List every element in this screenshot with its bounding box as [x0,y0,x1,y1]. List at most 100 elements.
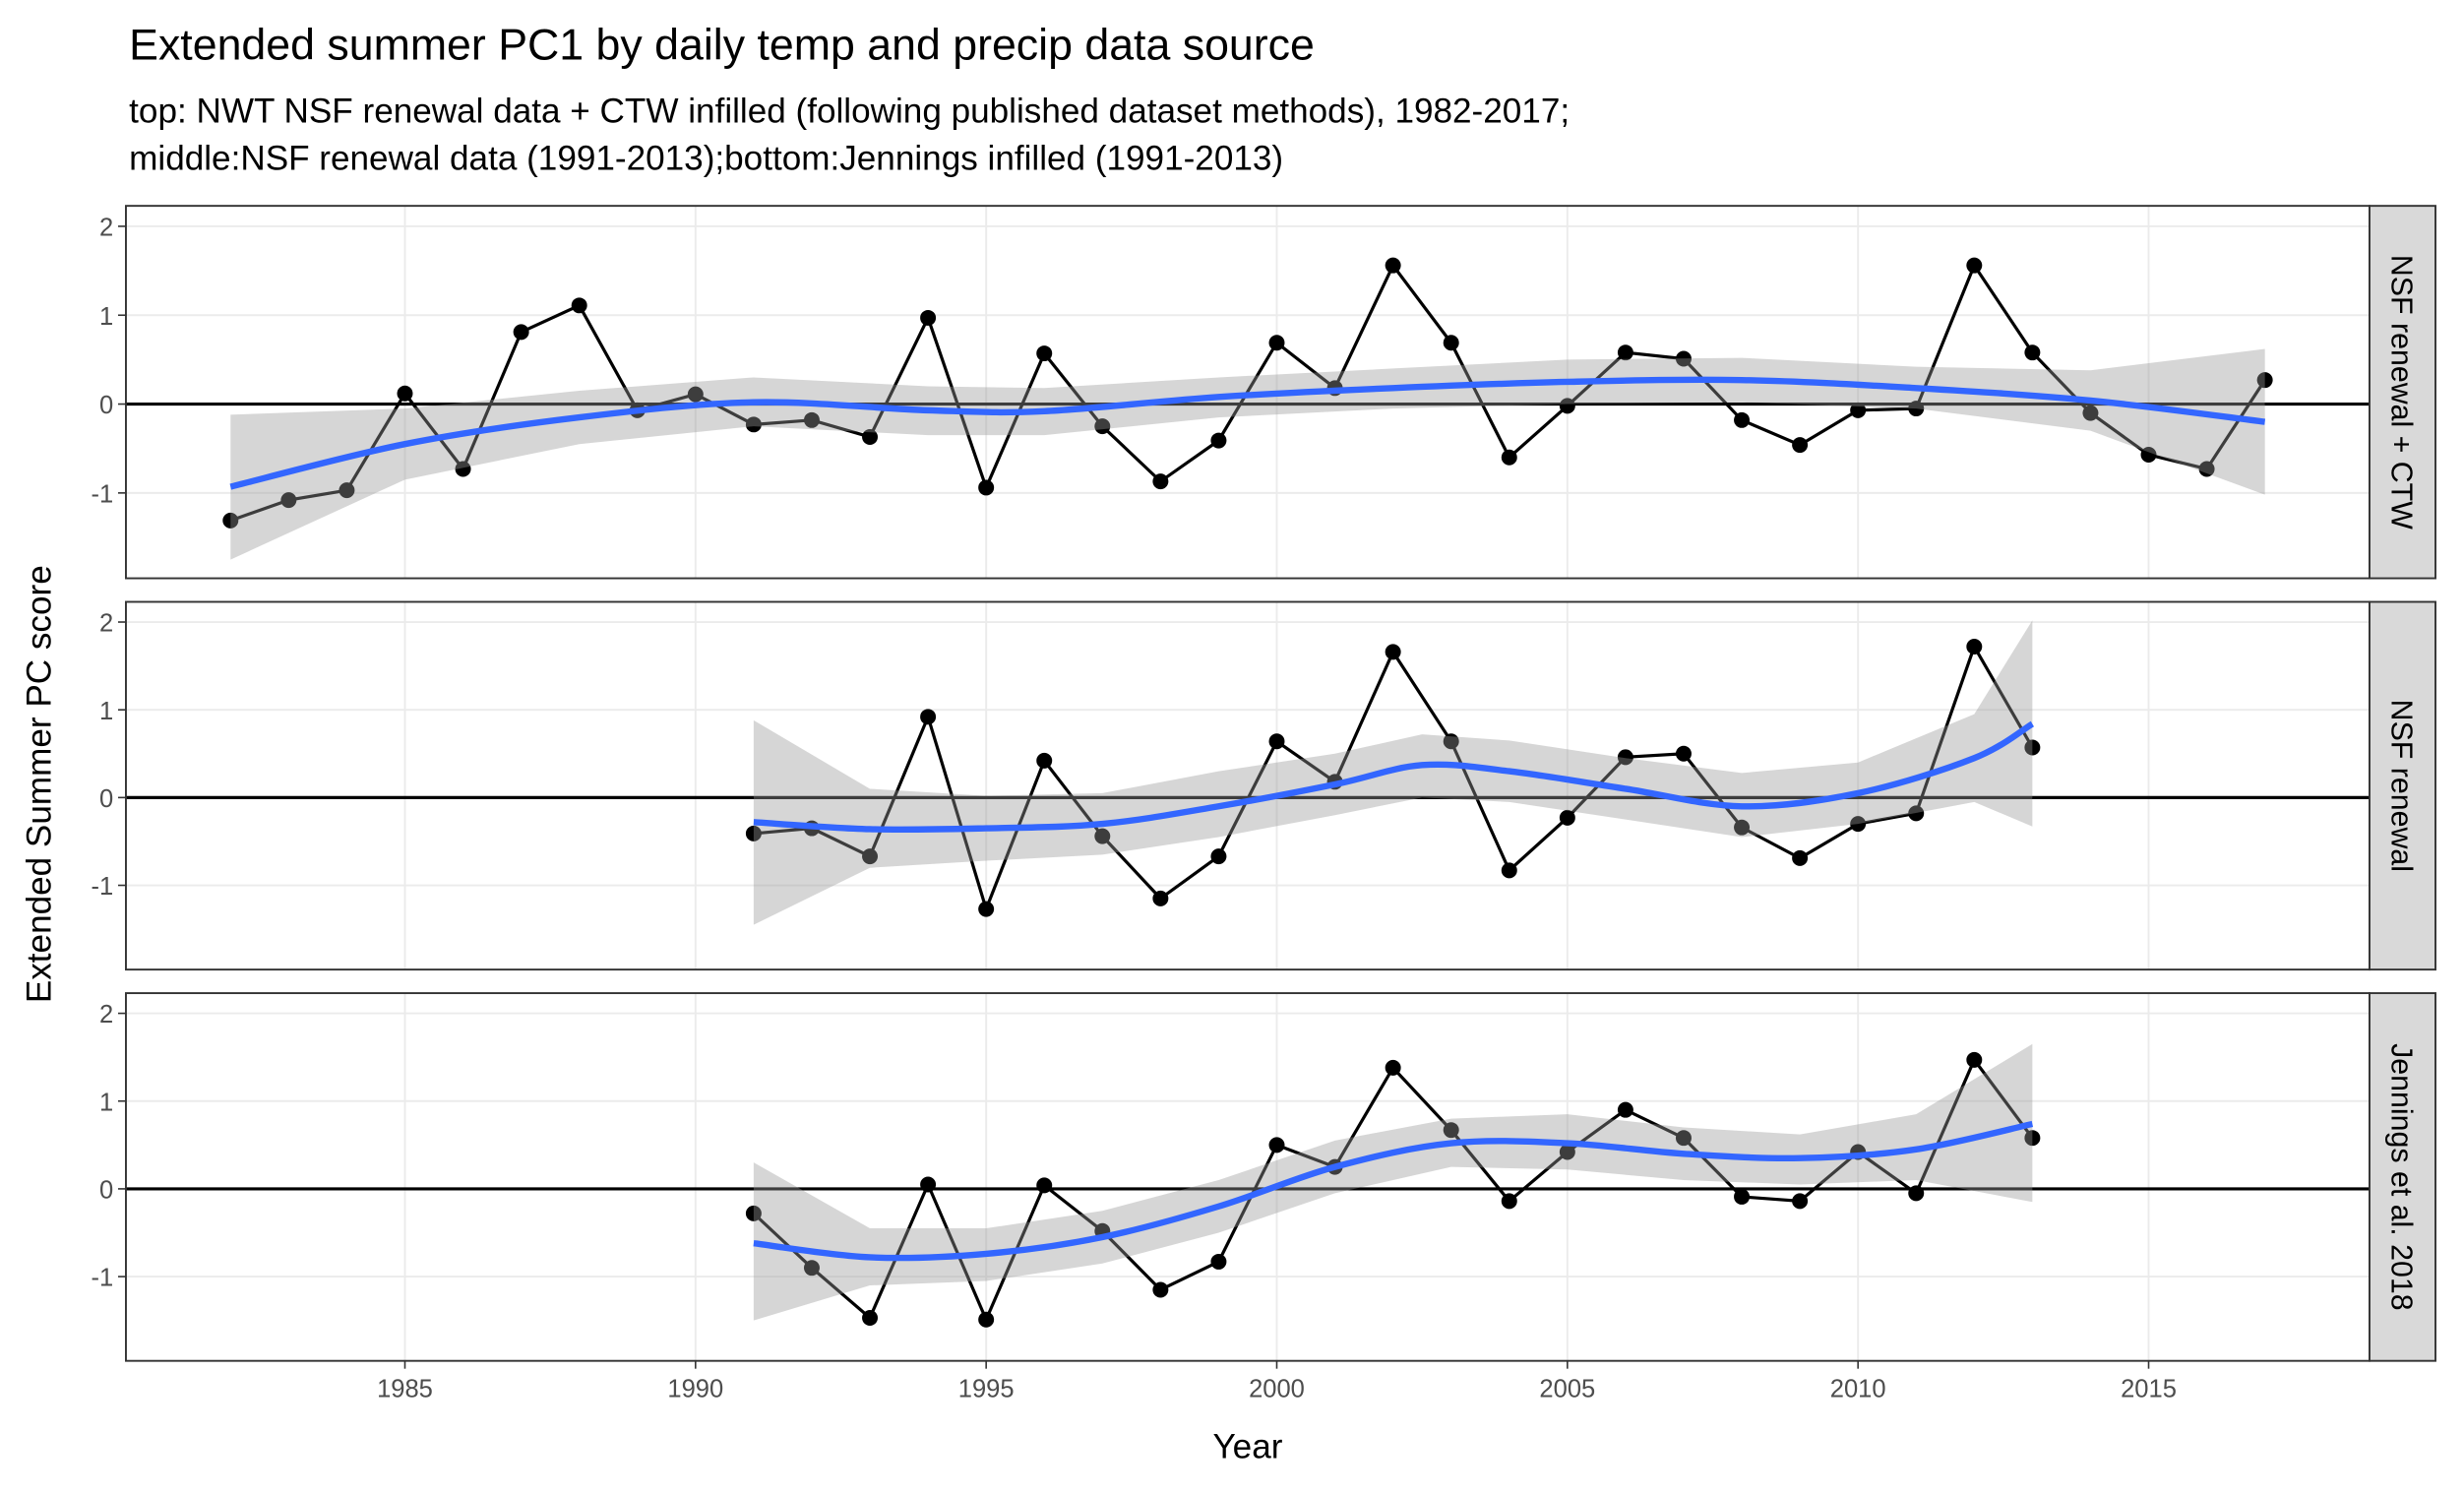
data-point [803,1260,820,1277]
smooth-line [753,720,2035,834]
panel-background [125,601,2370,970]
data-line [229,262,2266,523]
facet-label: Jennings et al. 2018 [2384,1043,2417,1310]
data-point [978,479,995,496]
data-point [1675,745,1692,762]
data-point [1908,401,1925,417]
y-tick-label: 1 [99,303,113,331]
data-point [2082,405,2099,421]
y-axis-title: Extended Summer PC score [20,565,58,1003]
x-tick-label: 1995 [958,1375,1015,1402]
x-tick-label: 2000 [1249,1375,1305,1402]
data-point [1792,437,1809,454]
data-point [339,482,355,499]
data-point [1617,344,1633,361]
smooth-line [753,1120,2034,1262]
facet-strip [2369,992,2436,1362]
y-tick-label: 1 [99,698,113,725]
data-point [1152,1281,1169,1298]
data-point [1908,1185,1925,1202]
data-point [1617,1101,1633,1118]
data-point [2256,372,2273,389]
data-point [1850,816,1867,833]
x-axis-title: Year [1212,1428,1282,1466]
data-point [1152,890,1169,906]
data-point [2024,739,2041,756]
data-point [1443,335,1459,351]
data-point [1210,848,1227,865]
y-tick-label: 2 [99,1001,113,1028]
data-point [1559,1144,1575,1160]
data-point [1559,398,1575,414]
panel: -1 0 1 2 NSF renewal + CTW [91,205,2436,580]
data-point [745,825,762,842]
facet-label: NSF renewal [2384,700,2417,872]
x-tick-label: 2010 [1830,1375,1886,1402]
data-point [862,848,879,865]
data-point [1268,335,1285,351]
data-point [1094,828,1111,844]
data-point [920,709,937,725]
data-point [1443,1122,1459,1139]
facet-strip [2369,205,2436,580]
data-point [513,324,529,341]
data-point [1443,733,1459,750]
panel-background [125,993,2370,1361]
chart-title: Extended summer PC1 by daily temp and pr… [129,22,1315,70]
data-point [1268,733,1285,750]
data-point [1210,1253,1227,1270]
data-point [1734,1188,1751,1205]
data-point [1675,350,1692,367]
facet-label: NSF renewal + CTW [2384,255,2417,530]
data-point [1792,1193,1809,1210]
data-point [455,461,471,477]
panel: -1 0 1 2 NSF renewal [91,600,2436,971]
data-point [1036,1177,1053,1194]
data-point [1966,1051,1983,1068]
y-tick-label: 0 [99,392,113,419]
data-point [397,385,413,402]
data-point [978,1311,995,1328]
facet-strip [2369,600,2436,971]
data-point [1675,1130,1692,1147]
data-point [1036,345,1053,362]
data-point [1734,411,1751,428]
data-point [1966,639,1983,654]
data-point [1850,402,1867,418]
data-point [222,512,239,529]
data-point [1152,473,1169,490]
y-tick-label: 0 [99,1176,113,1204]
data-point [1268,1137,1285,1153]
data-point [2140,447,2157,464]
y-tick-label: 0 [99,785,113,813]
y-tick-label: -1 [91,1265,113,1292]
panel: -1 0 1 2 Jennings et al. 2018 1985 1990 1995 200… [91,992,2436,1402]
chart-subtitle: middle:NSF renewal data (1991-2013);bott… [129,139,1283,177]
data-point [1908,805,1925,822]
data-point [1385,257,1401,274]
data-point [1617,749,1633,766]
data-point [1501,1193,1517,1210]
data-point [978,901,995,917]
data-point [1734,819,1751,836]
data-point [1792,849,1809,866]
data-point [1501,449,1517,466]
data-point [745,1205,762,1221]
data-point [1385,1059,1401,1076]
data-point [280,492,297,509]
data-point [745,416,762,433]
data-point [1094,418,1111,435]
data-point [920,309,937,326]
y-tick-label: 2 [99,610,113,638]
x-tick-label: 2015 [2121,1375,2177,1402]
x-tick-label: 1985 [377,1375,433,1402]
smooth-line [229,376,2266,490]
y-tick-label: -1 [91,480,113,508]
data-point [2024,344,2041,361]
x-tick-label: 1990 [667,1375,723,1402]
data-point [2024,1130,2041,1147]
y-tick-label: -1 [91,873,113,901]
data-point [920,1176,937,1193]
